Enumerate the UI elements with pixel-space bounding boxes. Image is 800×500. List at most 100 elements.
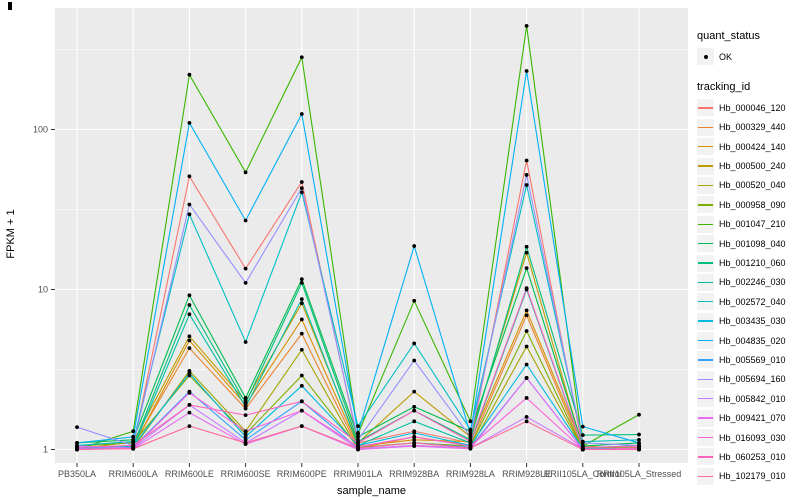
data-point [187,202,192,207]
data-point [356,434,360,439]
legend-item-tracking: Hb_000046_120 [697,99,800,117]
data-point [524,24,529,28]
data-point [580,440,585,445]
data-point [187,402,192,407]
data-point [524,158,529,163]
legend-key-line-icon [698,398,713,400]
data-point [412,341,417,346]
data-point [524,69,529,73]
legend-item-label: Hb_001047_210 [719,219,786,230]
x-tick-label: RRIM901LA [333,469,382,479]
legend-item-tracking: Hb_000329_440 [697,118,800,136]
data-point [243,396,248,400]
legend-key-line-icon [698,339,713,342]
legend-spacer [697,67,800,81]
data-point [243,413,248,418]
data-point [131,429,136,434]
legend-item-label: Hb_009421_070 [719,413,786,424]
legend-key-box [697,370,714,388]
data-point [187,371,192,376]
data-point [524,183,529,187]
legend-item-label: Hb_000046_120 [719,102,786,113]
legend-item-tracking: Hb_000500_240 [697,157,800,175]
x-tick-label: RRIM600SE [221,469,271,479]
data-point [412,437,417,442]
data-point [243,432,248,436]
data-point [131,446,136,451]
data-point [356,437,360,442]
data-point [75,447,79,452]
data-point [187,346,192,351]
legend-key-line-icon [698,107,713,109]
data-point [580,424,585,429]
data-point [299,297,304,302]
data-point [187,212,192,217]
x-axis-title: sample_name [336,485,407,497]
data-point [299,347,304,352]
data-point [243,280,248,285]
legend-item-label: OK [719,51,733,62]
data-point [524,286,529,291]
data-point [243,404,248,409]
data-point [468,427,473,432]
data-point [637,447,641,452]
x-tick-label: RRIM600LE [165,469,214,479]
data-point [299,373,304,378]
legend-key-box [697,118,714,136]
x-tick-label: RRIM600LA [109,469,158,479]
legend-key-line-icon [698,126,713,128]
data-point [299,383,304,388]
x-tick-label: RRIM928LE [502,469,551,479]
data-point [524,308,529,313]
y-tick-label: 10 [38,285,48,295]
legend-key-box [697,293,714,311]
data-point [524,250,529,255]
legend-key-line-icon [698,223,713,225]
legend-key-line-icon [698,456,713,458]
legend-key-line-icon [698,242,713,245]
legend-item-label: Hb_001098_040 [719,238,786,249]
data-point [524,376,529,380]
data-point [187,72,192,77]
data-point [299,190,304,195]
legend-item-tracking: Hb_016093_030 [697,429,800,447]
data-point [412,444,417,449]
legend-item-label: Hb_060253_010 [719,451,786,462]
data-point [356,440,360,445]
legend-key-box [697,138,714,156]
legend-item-label: Hb_001210_060 [719,258,786,269]
data-point [243,401,248,405]
data-point [524,396,529,400]
data-point [412,440,417,445]
data-point [299,55,304,60]
legend-key-box [697,48,714,65]
legend-key-box [697,390,714,408]
x-tick-label: RRIM928BA [389,469,439,479]
legend-key-line-icon [698,184,713,187]
data-point [299,280,304,285]
legend-key-line-icon [698,281,713,284]
legend-item-label: Hb_016093_030 [719,432,786,443]
data-point [243,437,248,442]
legend-key-line-icon [698,359,713,361]
legend-tracking-id-title: tracking_id [697,81,751,94]
legend-item-label: Hb_002246_030 [719,277,786,288]
data-point [243,429,248,434]
data-point [637,437,641,442]
data-point [468,419,473,424]
data-point [299,399,304,404]
data-point [187,303,192,307]
data-point [412,430,417,435]
data-point [412,298,417,303]
data-point [412,434,417,439]
legend-key-box [697,332,714,350]
data-point [187,334,192,339]
x-tick-label: RRII105LA_Control [544,469,622,479]
data-point [524,329,529,333]
legend-key-box [697,157,714,175]
legend-item-label: Hb_005842_010 [719,393,786,404]
legend-item-tracking: Hb_002246_030 [697,273,800,291]
x-tick-label: RRIM928LA [446,469,495,479]
legend-key-line-icon [698,301,713,303]
data-point [131,434,136,439]
